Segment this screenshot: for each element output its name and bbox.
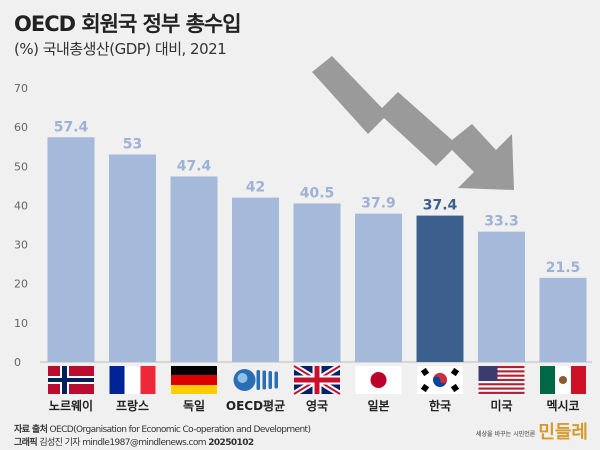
bar-norway <box>47 137 95 362</box>
credit-text: 김성진 기자 mindle1987@mindlenews.com <box>39 438 206 448</box>
source-line: 자료 출처 OECD(Organisation for Economic Co-… <box>14 422 311 435</box>
chart-subtitle: (%) 국내총생산(GDP) 대비, 2021 <box>14 40 227 58</box>
y-tick-label: 70 <box>14 82 28 95</box>
y-tick-label: 40 <box>14 199 28 212</box>
value-label: 47.4 <box>177 158 212 174</box>
date-text: 20250102 <box>208 438 254 448</box>
graphic-label: 그래픽 <box>14 438 38 448</box>
bar-oecd <box>232 197 279 362</box>
source-label: 자료 출처 <box>14 425 48 435</box>
y-tick-label: 0 <box>14 356 21 369</box>
bar-japan <box>355 213 402 362</box>
korea-flag-icon <box>417 366 463 394</box>
category-label: 일본 <box>367 399 389 413</box>
y-tick-label: 50 <box>14 160 28 173</box>
bar-france <box>109 154 156 362</box>
japan-flag-icon <box>355 366 402 394</box>
y-tick-label: 10 <box>14 317 28 330</box>
downward-arrow-icon <box>312 56 514 190</box>
chart-title: OECD 회원국 정부 총수입 <box>14 12 242 36</box>
logo-name: 민들레 <box>538 422 588 443</box>
germany-flag-icon <box>171 366 217 394</box>
logo-tagline: 세상을 바꾸는 시민언론 <box>475 430 536 438</box>
bar-mexico <box>539 277 587 362</box>
category-label: 프랑스 <box>116 399 149 413</box>
bar-usa <box>478 231 525 362</box>
oecd-flag-icon <box>233 369 278 391</box>
mexico-flag-icon <box>540 366 586 394</box>
france-flag-icon <box>109 366 156 394</box>
value-label: 40.5 <box>300 185 335 201</box>
y-tick-label: 60 <box>14 121 28 134</box>
bar-korea <box>416 215 464 362</box>
uk-flag-icon <box>292 363 342 397</box>
norway-flag-icon <box>48 366 94 394</box>
y-tick-label: 30 <box>14 239 28 252</box>
category-label: 영국 <box>306 398 328 413</box>
value-label: 37.4 <box>423 198 458 214</box>
category-label: 노르웨이 <box>49 398 93 413</box>
bar-uk <box>293 203 341 362</box>
category-label: 한국 <box>429 398 451 413</box>
credit-line: 그래픽 김성진 기자 mindle1987@mindlenews.com 202… <box>14 435 254 448</box>
category-label: 미국 <box>490 398 512 413</box>
category-label: 독일 <box>183 399 205 413</box>
category-label: 멕시코 <box>546 398 579 413</box>
source-text: OECD(Organisation for Economic Co-operat… <box>49 425 311 435</box>
value-label: 42 <box>246 180 265 196</box>
category-label: OECD평균 <box>226 399 285 413</box>
value-label: 21.5 <box>546 260 581 276</box>
bar-germany <box>170 176 218 362</box>
usa-flag-icon <box>478 366 525 394</box>
value-label: 33.3 <box>484 214 519 230</box>
logo: 세상을 바꾸는 시민언론 민들레 <box>476 418 588 444</box>
value-label: 53 <box>123 137 142 153</box>
value-label: 57.4 <box>54 119 89 135</box>
value-label: 37.9 <box>361 196 396 212</box>
y-tick-label: 20 <box>14 278 28 291</box>
